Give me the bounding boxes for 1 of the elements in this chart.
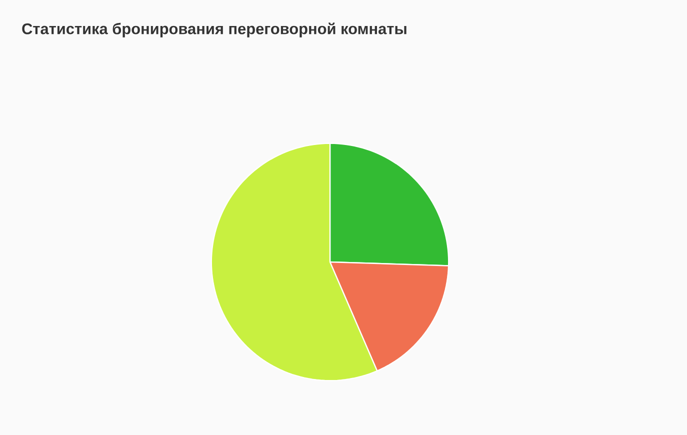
chart-title: Статистика бронирования переговорной комнаты	[22, 22, 406, 38]
